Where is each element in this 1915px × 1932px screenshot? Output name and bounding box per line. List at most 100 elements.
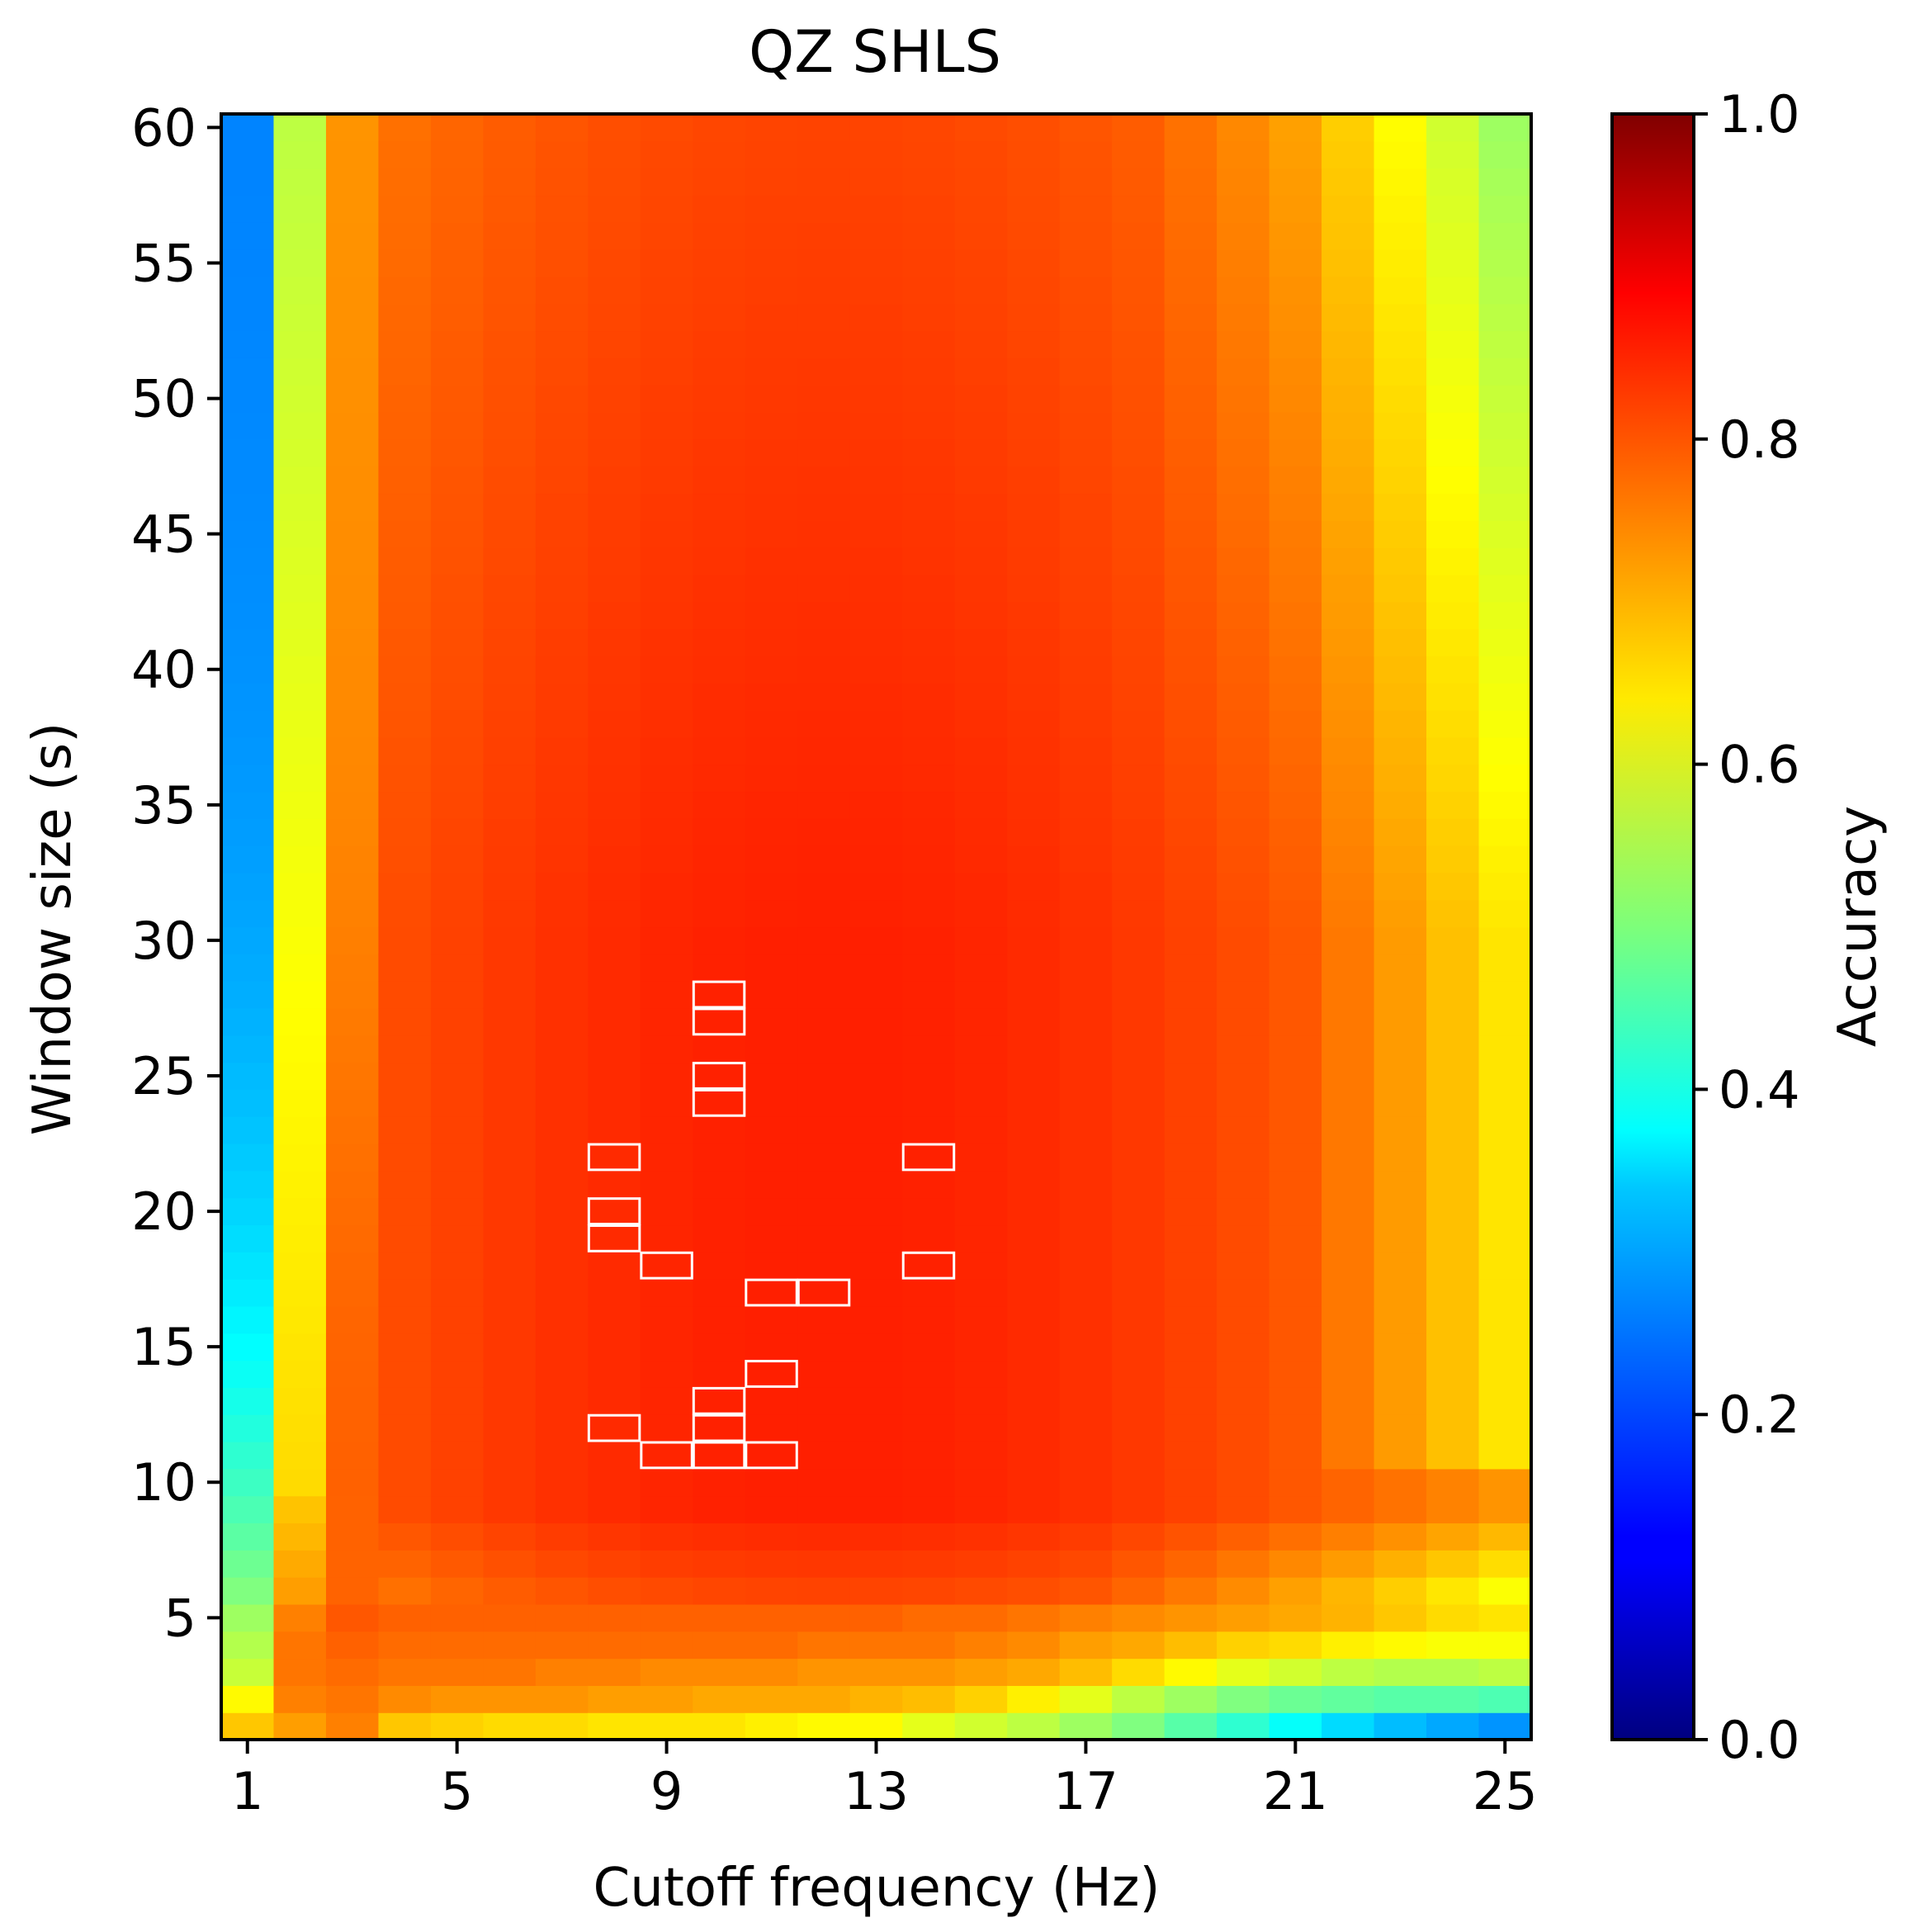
heatmap-cell (1164, 1685, 1218, 1713)
heatmap-cell (902, 1279, 956, 1307)
heatmap-cell (1269, 493, 1322, 521)
heatmap-cell (483, 1685, 537, 1713)
heatmap-cell (273, 818, 327, 846)
heatmap-cell (588, 1224, 641, 1252)
heatmap-cell (797, 1360, 851, 1388)
heatmap-cell (430, 1116, 484, 1144)
heatmap-cell (588, 764, 641, 793)
heatmap-cell (797, 1577, 851, 1605)
heatmap-cell (1374, 1035, 1427, 1063)
heatmap-cell (797, 736, 851, 765)
heatmap-cell (1007, 249, 1061, 277)
heatmap-cell (693, 791, 746, 819)
heatmap-cell (1426, 1414, 1480, 1442)
y-axis-label: Window size (s) (22, 722, 83, 1135)
heatmap-cell (1164, 140, 1218, 169)
heatmap-cell (902, 1333, 956, 1361)
heatmap-cell (1164, 872, 1218, 901)
heatmap-cell (430, 1414, 484, 1442)
heatmap-cell (745, 114, 798, 142)
heatmap-cell (273, 1252, 327, 1280)
heatmap-cell (1164, 1252, 1218, 1280)
heatmap-cell (1217, 276, 1270, 305)
heatmap-cell (954, 114, 1008, 142)
best-cell-highlight (587, 1197, 641, 1225)
heatmap-cell (849, 1631, 903, 1660)
heatmap-cell (1426, 303, 1480, 332)
heatmap-cell (1322, 1224, 1375, 1252)
heatmap-cell (1269, 1007, 1322, 1036)
heatmap-cell (378, 709, 432, 738)
heatmap-cell (849, 1305, 903, 1334)
heatmap-cell (273, 276, 327, 305)
heatmap-cell (1112, 1631, 1166, 1660)
heatmap-cell (588, 1550, 641, 1578)
heatmap-cell (1164, 276, 1218, 305)
heatmap-cell (1112, 628, 1166, 656)
heatmap-cell (849, 1442, 903, 1470)
heatmap-cell (588, 1360, 641, 1388)
heatmap-cell (745, 899, 798, 928)
heatmap-cell (640, 1197, 693, 1226)
heatmap-cell (745, 520, 798, 548)
heatmap-cell (1059, 385, 1113, 413)
x-axis-label: Cutoff frequency (Hz) (593, 1858, 1161, 1919)
heatmap-cell (797, 954, 851, 982)
heatmap-cell (797, 1468, 851, 1497)
heatmap-cell (640, 1468, 693, 1497)
heatmap-cell (1164, 1279, 1218, 1307)
heatmap-cell (221, 1442, 275, 1470)
heatmap-cell (693, 493, 746, 521)
heatmap-cell (1112, 1252, 1166, 1280)
heatmap-cell (954, 385, 1008, 413)
heatmap-cell (849, 1252, 903, 1280)
heatmap-cell (1426, 1468, 1480, 1497)
heatmap-cell (745, 656, 798, 684)
heatmap-cell (1322, 1333, 1375, 1361)
heatmap-cell (483, 1089, 537, 1117)
heatmap-cell (588, 1252, 641, 1280)
heatmap-cell (1112, 1522, 1166, 1551)
heatmap-cell (1269, 1062, 1322, 1090)
heatmap-cell (1217, 981, 1270, 1009)
heatmap-cell (1426, 1116, 1480, 1144)
heatmap-cell (430, 1468, 484, 1497)
heatmap-cell (378, 168, 432, 197)
heatmap-cell (1478, 547, 1532, 575)
heatmap-cell (1374, 1468, 1427, 1497)
heatmap-cell (1426, 249, 1480, 277)
heatmap-cell (849, 114, 903, 142)
colorbar (1610, 112, 1695, 1741)
heatmap-cell (1374, 683, 1427, 711)
heatmap-cell (1374, 385, 1427, 413)
heatmap-cell (693, 736, 746, 765)
y-tick-label: 45 (131, 504, 196, 565)
heatmap-cell (640, 1712, 693, 1740)
heatmap-cell (430, 1577, 484, 1605)
heatmap-cell (693, 899, 746, 928)
heatmap-cell (1322, 249, 1375, 277)
heatmap-cell (483, 276, 537, 305)
heatmap-cell (1478, 114, 1532, 142)
heatmap-cell (1112, 1387, 1166, 1415)
heatmap-cell (1269, 1468, 1322, 1497)
heatmap-cell (588, 1089, 641, 1117)
heatmap-cell (1374, 1414, 1427, 1442)
heatmap-cell (1374, 249, 1427, 277)
heatmap-cell (954, 1197, 1008, 1226)
heatmap-cell (221, 520, 275, 548)
heatmap-cell (273, 438, 327, 467)
heatmap-cell (1164, 1468, 1218, 1497)
heatmap-cell (378, 438, 432, 467)
heatmap-cell (1322, 1035, 1375, 1063)
heatmap-cell (745, 411, 798, 440)
heatmap-cell (483, 1305, 537, 1334)
heatmap-cell (221, 1333, 275, 1361)
heatmap-cell (1478, 358, 1532, 386)
best-cell-highlight (745, 1441, 798, 1470)
heatmap-cell (693, 222, 746, 250)
heatmap-cell (902, 1007, 956, 1036)
heatmap-cell (1322, 899, 1375, 928)
heatmap-cell (535, 222, 589, 250)
heatmap-cell (640, 954, 693, 982)
